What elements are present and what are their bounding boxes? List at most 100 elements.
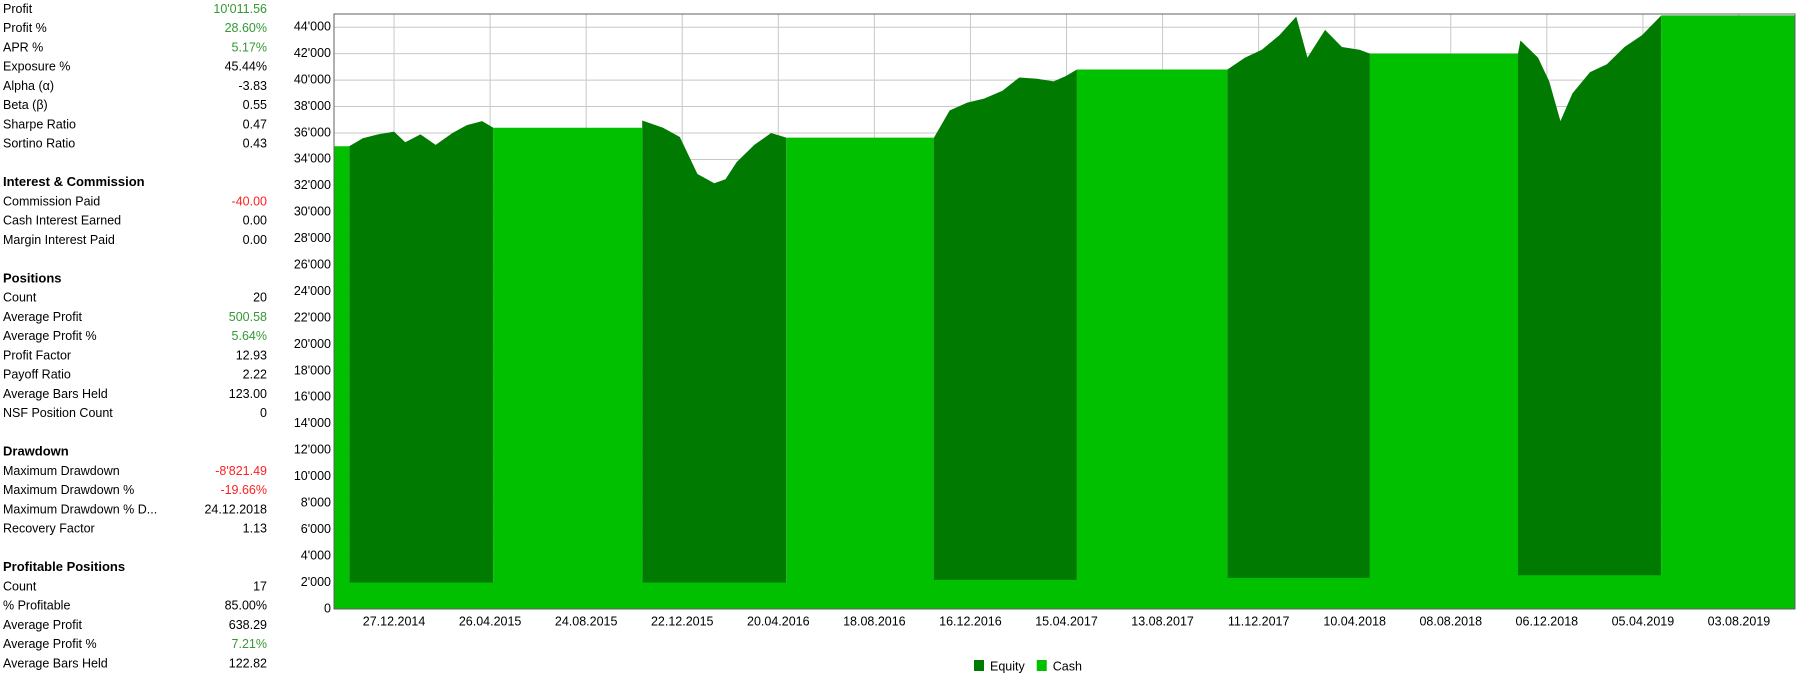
stat-label: Profit <box>3 2 33 16</box>
x-tick-label: 20.04.2016 <box>747 614 810 628</box>
stat-label: Average Profit % <box>3 329 97 343</box>
x-tick-label: 18.08.2016 <box>843 614 906 628</box>
stat-label: Count <box>3 291 37 305</box>
x-tick-label: 13.08.2017 <box>1131 614 1194 628</box>
y-tick-label: 4'000 <box>301 548 331 562</box>
stat-label: Profit % <box>3 21 47 35</box>
y-tick-label: 40'000 <box>294 72 331 86</box>
legend-swatch <box>974 660 984 671</box>
stat-value: 0.55 <box>243 98 267 112</box>
y-tick-label: 12'000 <box>294 443 331 457</box>
stat-value: 10'011.56 <box>213 2 267 16</box>
stat-label: Average Profit <box>3 618 83 632</box>
area-cash <box>334 15 1795 610</box>
legend-label: Equity <box>990 659 1025 673</box>
y-tick-label: 14'000 <box>294 416 331 430</box>
y-tick-label: 6'000 <box>301 522 331 536</box>
stat-value: 1.13 <box>243 522 267 536</box>
stat-label: NSF Position Count <box>3 406 113 420</box>
stat-label: Alpha (α) <box>3 79 54 93</box>
stat-value: 122.82 <box>229 656 267 670</box>
stat-label: % Profitable <box>3 599 70 613</box>
section-title: Profitable Positions <box>3 559 125 574</box>
y-tick-label: 42'000 <box>294 46 331 60</box>
y-tick-label: 38'000 <box>294 99 331 113</box>
stat-value: 0.47 <box>243 117 267 131</box>
stat-label: Commission Paid <box>3 194 100 208</box>
y-tick-label: 36'000 <box>294 125 331 139</box>
x-tick-label: 16.12.2016 <box>939 614 1002 628</box>
y-tick-label: 10'000 <box>294 469 331 483</box>
stat-label: Average Bars Held <box>3 387 108 401</box>
x-tick-label: 10.04.2018 <box>1323 614 1386 628</box>
x-tick-label: 05.04.2019 <box>1612 614 1675 628</box>
stat-value: 0.00 <box>243 233 267 247</box>
stat-value: 17 <box>253 579 267 593</box>
stat-value: 500.58 <box>229 310 267 324</box>
stat-value: 45.44% <box>225 60 267 74</box>
y-tick-label: 22'000 <box>294 310 331 324</box>
stat-value: 24.12.2018 <box>204 502 267 516</box>
stat-value: -40.00 <box>232 194 267 208</box>
y-tick-label: 28'000 <box>294 231 331 245</box>
stat-value: 5.64% <box>232 329 267 343</box>
y-tick-label: 16'000 <box>294 390 331 404</box>
stat-value: 12.93 <box>236 348 267 362</box>
x-tick-label: 08.08.2018 <box>1419 614 1482 628</box>
y-tick-label: 2'000 <box>301 575 331 589</box>
stat-value: 85.00% <box>225 599 267 613</box>
stat-label: Average Profit <box>3 310 83 324</box>
stat-label: Beta (β) <box>3 98 48 112</box>
stat-label: Maximum Drawdown % <box>3 483 134 497</box>
stat-value: 20 <box>253 291 267 305</box>
stat-label: Payoff Ratio <box>3 368 71 382</box>
x-tick-label: 26.04.2015 <box>459 614 522 628</box>
legend-swatch <box>1036 660 1047 671</box>
stat-label: Count <box>3 579 37 593</box>
stat-value: 2.22 <box>243 368 267 382</box>
y-tick-label: 18'000 <box>294 363 331 377</box>
stat-value: 5.17% <box>232 40 267 54</box>
stat-value: 123.00 <box>229 387 267 401</box>
x-tick-label: 03.08.2019 <box>1708 614 1771 628</box>
stat-label: Cash Interest Earned <box>3 214 121 228</box>
y-tick-label: 26'000 <box>294 258 331 272</box>
stat-label: Profit Factor <box>3 348 71 362</box>
x-tick-label: 15.04.2017 <box>1035 614 1098 628</box>
stat-label: Maximum Drawdown <box>3 464 120 478</box>
y-tick-label: 24'000 <box>294 284 331 298</box>
y-tick-label: 20'000 <box>294 337 331 351</box>
stat-value: 0.00 <box>243 214 267 228</box>
y-tick-label: 30'000 <box>294 205 331 219</box>
section-title: Positions <box>3 270 62 285</box>
x-tick-label: 27.12.2014 <box>363 614 426 628</box>
section-title: Drawdown <box>3 444 69 459</box>
stat-value: 0 <box>260 406 267 420</box>
stat-value: 638.29 <box>229 618 267 632</box>
stat-value: -19.66% <box>220 483 267 497</box>
section-title: Interest & Commission <box>3 174 145 189</box>
y-tick-label: 34'000 <box>294 152 331 166</box>
y-tick-label: 8'000 <box>301 496 331 510</box>
stat-value: 7.21% <box>232 637 267 651</box>
stat-label: Average Bars Held <box>3 656 108 670</box>
stat-value: -8'821.49 <box>215 464 267 478</box>
legend-label: Cash <box>1053 659 1082 673</box>
y-tick-label: 32'000 <box>294 178 331 192</box>
stat-value: 28.60% <box>225 21 267 35</box>
stat-label: Sortino Ratio <box>3 137 75 151</box>
y-tick-label: 44'000 <box>294 20 331 34</box>
area-equity <box>349 15 1662 610</box>
stat-label: APR % <box>3 40 43 54</box>
stat-label: Margin Interest Paid <box>3 233 115 247</box>
stat-label: Maximum Drawdown % D... <box>3 502 157 516</box>
plot-frame <box>333 13 1796 610</box>
stat-label: Recovery Factor <box>3 522 95 536</box>
stat-value: -3.83 <box>239 79 268 93</box>
stat-label: Sharpe Ratio <box>3 117 76 131</box>
y-tick-label: 0 <box>324 601 331 615</box>
stat-label: Exposure % <box>3 60 70 74</box>
x-tick-label: 24.08.2015 <box>555 614 618 628</box>
stat-value: 0.43 <box>243 137 267 151</box>
